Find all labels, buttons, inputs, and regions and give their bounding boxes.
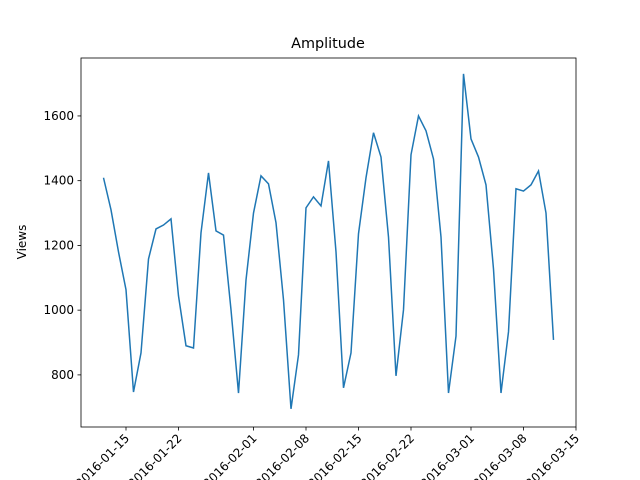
y-tick-label: 800 [51,368,74,382]
y-tick-label: 1400 [43,174,74,188]
y-axis-label: Views [15,225,29,260]
y-tick-label: 1600 [43,109,74,123]
chart-title: Amplitude [291,36,365,52]
y-tick-label: 1200 [43,238,74,252]
plot-frame [80,57,577,428]
line-series [102,73,555,409]
y-tick-label: 1000 [43,303,74,317]
